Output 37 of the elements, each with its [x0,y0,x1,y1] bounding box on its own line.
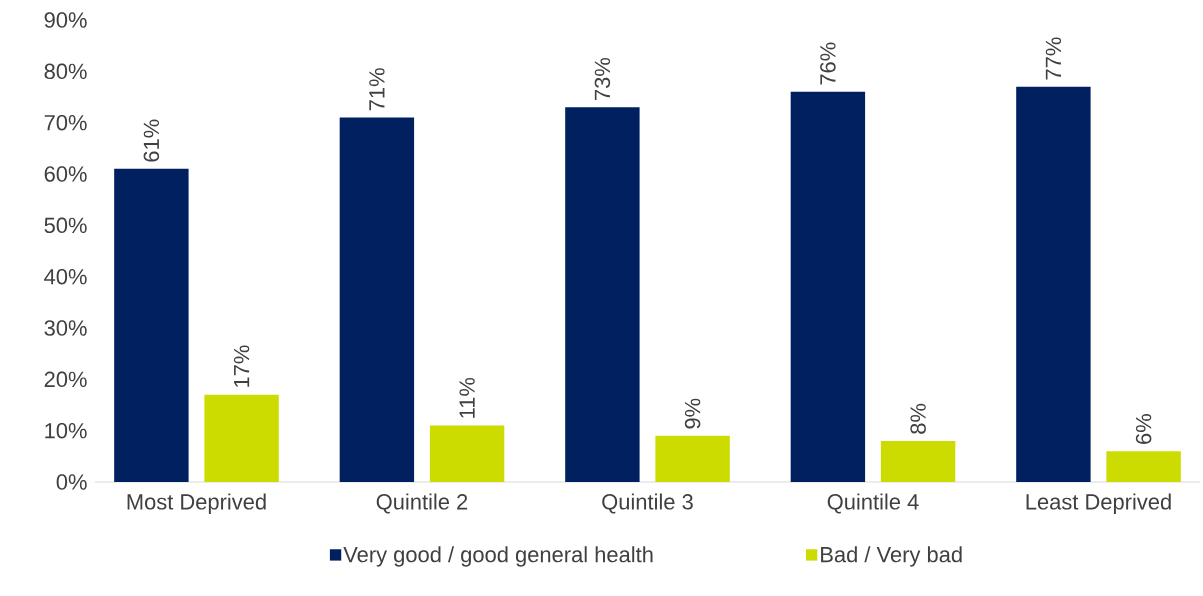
bar [204,394,279,482]
x-tick-label: Quintile 3 [602,493,693,514]
x-tick-label: Least Deprived [1026,493,1171,514]
x-tick-label: Most Deprived [127,493,266,514]
y-tick-label: 40% [44,268,87,285]
data-label: 17% [233,345,250,387]
y-tick-label: 10% [45,422,87,439]
y-tick-label: 90% [44,12,87,28]
x-tick-label: Quintile 4 [827,493,919,514]
data-label: 76% [820,42,836,85]
data-label: 71% [369,68,385,111]
bar [114,168,189,482]
y-tick-label: 80% [44,63,87,80]
y-tick-label: 70% [44,114,87,131]
bar [339,117,415,482]
data-label: 77% [1045,37,1062,80]
bar [880,440,956,482]
y-tick-label: 30% [44,320,87,336]
bar [655,435,730,482]
data-label: 9% [684,398,701,429]
bar [790,91,866,482]
y-tick-label: 60% [44,166,87,182]
bar [1016,86,1091,482]
y-tick-label: 0% [56,474,87,490]
bar [565,107,640,482]
data-label: 61% [143,119,160,162]
legend-label: Very good / good general health [343,546,653,567]
data-label: 11% [459,377,475,418]
x-tick-label: Quintile 2 [376,493,468,514]
bar [1106,451,1181,482]
data-label: 8% [910,403,926,434]
y-tick-label: 50% [44,217,87,234]
bar [429,425,505,482]
data-label: 6% [1135,414,1152,444]
legend-label: Bad / Very bad [821,546,962,567]
data-label: 73% [594,58,611,100]
y-tick-label: 20% [44,371,87,388]
